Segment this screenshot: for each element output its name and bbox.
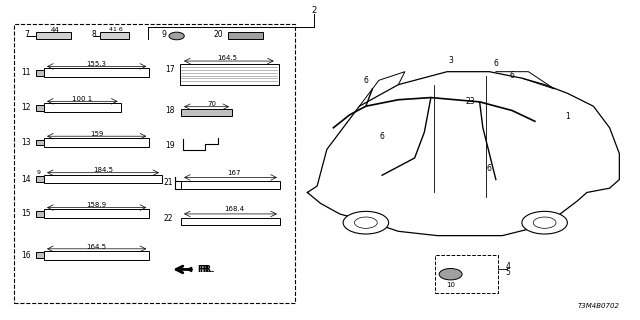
Bar [36,252,44,258]
Text: 6: 6 [493,59,499,68]
Text: 22: 22 [164,214,173,223]
Bar [181,218,280,225]
Text: 21: 21 [164,178,173,187]
Text: 15: 15 [20,209,31,219]
Bar [36,211,44,217]
Circle shape [169,32,184,40]
Text: 3: 3 [448,56,453,65]
Text: 11: 11 [21,68,30,77]
Text: 19: 19 [166,141,175,150]
FancyBboxPatch shape [36,32,72,39]
Text: 1: 1 [565,113,570,122]
Bar [36,70,44,76]
Bar [435,255,499,293]
Text: 2: 2 [311,6,316,15]
Text: 164.5: 164.5 [218,55,237,61]
Text: 18: 18 [166,106,175,115]
Text: 16: 16 [20,251,31,260]
Text: 20: 20 [213,30,223,39]
Text: FR.: FR. [199,265,214,274]
Bar [36,140,44,145]
Text: 23: 23 [465,97,475,106]
Text: 44: 44 [51,27,60,33]
Circle shape [522,211,568,234]
Text: 168.4: 168.4 [224,206,244,212]
Bar [44,251,149,260]
Circle shape [439,268,462,280]
Text: 5: 5 [506,268,511,277]
Circle shape [355,217,377,228]
Text: 6: 6 [487,164,492,173]
Bar [180,64,278,85]
Text: 164.5: 164.5 [86,244,107,250]
Bar [181,109,232,116]
Text: 14: 14 [20,174,31,184]
Circle shape [533,217,556,228]
Bar [44,68,149,77]
Text: 4: 4 [506,262,511,271]
Bar [181,180,280,188]
Text: 184.5: 184.5 [93,167,113,173]
Text: 8: 8 [92,30,96,39]
Text: 12: 12 [21,103,30,112]
Text: 7: 7 [24,30,29,39]
Text: 100 1: 100 1 [72,96,92,102]
Bar [36,105,44,110]
Text: 6: 6 [380,132,385,141]
Text: 9: 9 [161,30,166,39]
Text: 158.9: 158.9 [86,202,107,208]
Text: 17: 17 [166,65,175,74]
Text: 10: 10 [446,282,455,288]
Bar [44,175,162,183]
Text: 167: 167 [227,170,241,176]
Bar [44,103,120,112]
Text: T3M4B0702: T3M4B0702 [577,303,620,309]
Text: FR.: FR. [188,265,213,274]
Bar [36,176,44,182]
Bar [14,24,294,303]
Text: 13: 13 [20,138,31,147]
Text: 41 6: 41 6 [109,28,123,32]
Bar [44,138,149,147]
Circle shape [343,211,388,234]
FancyBboxPatch shape [228,32,262,39]
Text: 159: 159 [90,131,103,137]
Text: 9: 9 [37,170,41,174]
Text: 6: 6 [364,76,368,85]
Bar [44,210,149,218]
FancyBboxPatch shape [100,32,129,39]
Text: 6: 6 [509,71,515,81]
Text: 155.3: 155.3 [86,61,107,67]
Text: 70: 70 [207,101,216,108]
